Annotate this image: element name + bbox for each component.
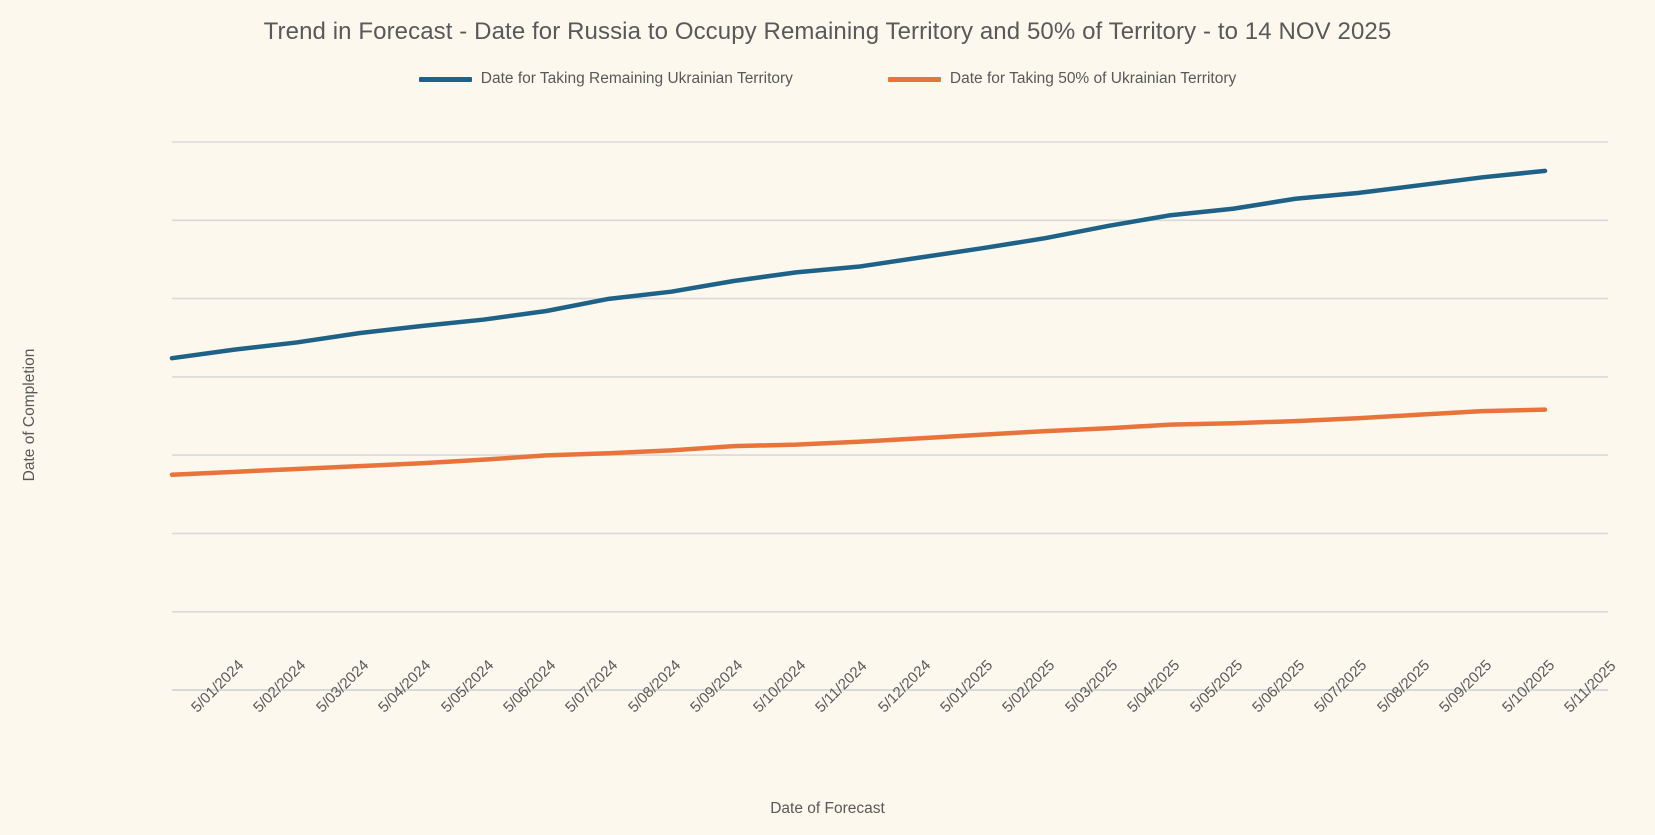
legend-item-remaining-territory[interactable]: Date for Taking Remaining Ukrainian Terr… [418,70,793,88]
x-tick-label: 5/04/2025 [1124,656,1184,717]
x-tick-label: 5/10/2025 [1498,656,1558,717]
series-line-0[interactable] [169,168,1548,361]
x-tick-label: 5/05/2025 [1186,656,1246,717]
x-tick-label: 5/08/2025 [1373,656,1433,717]
x-tick-label: 5/06/2025 [1248,656,1309,717]
x-tick-label: 5/09/2024 [687,656,747,717]
x-tick-label: 5/02/2025 [999,656,1059,717]
x-tick-label: 5/10/2024 [749,656,809,717]
x-tick-label: 5/08/2024 [624,656,685,717]
legend-swatch-blue [418,76,472,82]
chart-legend: Date for Taking Remaining Ukrainian Terr… [0,70,1655,88]
x-tick-label: 5/06/2024 [500,656,560,717]
x-tick-label: 5/04/2024 [375,656,435,717]
x-tick-label: 5/11/2024 [812,657,871,717]
x-tick-label: 5/03/2025 [1061,656,1121,717]
chart-title: Trend in Forecast - Date for Russia to O… [263,18,1392,45]
x-tick-label: 5/09/2025 [1436,656,1496,717]
legend-label-half-territory: Date for Taking 50% of Ukrainian Territo… [949,70,1237,87]
x-tick-label: 5/03/2024 [312,656,373,717]
x-tick-label: 5/12/2024 [874,656,934,717]
x-tick-label: 5/02/2024 [250,656,310,717]
x-tick-label: 5/01/2024 [188,656,248,717]
series-lines [169,168,1548,477]
gridlines [172,141,1608,691]
series-line-1[interactable] [169,407,1548,477]
y-axis-title: Date of Completion [21,348,38,482]
legend-swatch-orange [887,76,941,82]
legend-item-half-territory[interactable]: Date for Taking 50% of Ukrainian Territo… [887,70,1237,88]
x-tick-label: 5/01/2025 [936,656,997,717]
x-tick-label: 5/07/2024 [562,656,622,717]
x-tick-label: 5/07/2025 [1311,656,1371,717]
x-axis-title: Date of Forecast [770,800,885,817]
x-tick-label: 5/11/2025 [1561,657,1620,717]
x-tick-label: 5/05/2024 [437,656,497,717]
legend-label-remaining-territory: Date for Taking Remaining Ukrainian Terr… [480,70,793,87]
